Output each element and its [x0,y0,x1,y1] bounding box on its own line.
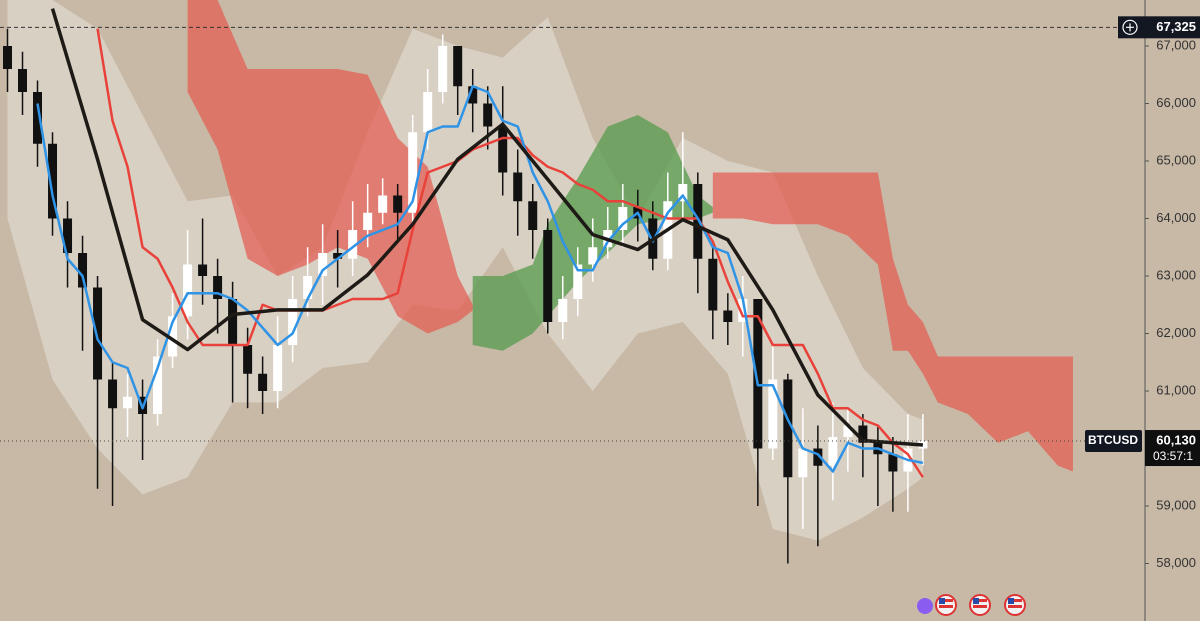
candle-body [108,379,118,409]
crosshair-price-box [1118,16,1200,39]
ichimoku-cloud [187,0,473,334]
add-alert-plus [1126,23,1134,32]
crosshair-price-label: 67,325 [1156,19,1196,34]
price-axis: 58,00059,00060,00061,00062,00063,00064,0… [1085,16,1200,570]
y-tick-label: 58,000 [1156,555,1196,570]
candle-body [888,454,898,472]
last-price-label: 60,130 [1156,432,1196,447]
candle-body [783,379,793,478]
candle-body [378,195,388,213]
candle-body [483,103,493,127]
flag-canton [973,598,979,604]
candle-body [543,230,553,322]
add-alert-button[interactable] [1122,19,1138,35]
indicator-line [36,85,924,473]
candle-body [618,207,628,230]
candle-body [573,264,583,299]
flag-stripe [939,599,953,602]
y-tick-label: 64,000 [1156,210,1196,225]
flag-canton [939,598,945,604]
candle-body [828,437,838,466]
event-icons [917,594,1026,616]
y-tick-label: 63,000 [1156,267,1196,282]
candle-body [153,356,163,414]
candle-body [348,230,358,259]
flag-stripe [973,599,987,602]
candle-body [3,46,13,69]
candle-body [768,379,778,449]
candle-body [198,264,208,276]
candle-body [498,126,508,173]
candle-body [333,253,343,259]
candle-body [243,345,253,374]
ichimoku-cloud [712,172,1073,472]
candle-body [558,299,568,322]
indicator-line [96,28,924,478]
candle-body [423,92,433,133]
flag-stripe [973,605,987,608]
candle-body [183,264,193,317]
candle-body [168,316,178,357]
candle-body [273,345,283,391]
candle-body [288,299,298,345]
y-tick-label: 61,000 [1156,382,1196,397]
candle-body [213,276,223,299]
candle-body [813,448,823,466]
plot-area [0,0,1118,564]
y-tick-label: 62,000 [1156,325,1196,340]
candle-body [528,201,538,230]
candle-body [363,212,373,230]
candle-body [843,425,853,437]
candle-body [63,218,73,253]
candle-body [468,86,478,104]
candle-body [18,69,28,92]
candle-body [408,132,418,213]
candle-body [93,287,103,380]
candle-body [513,172,523,202]
y-tick-label: 59,000 [1156,497,1196,512]
indicator-line [50,8,924,447]
candle-body [708,258,718,311]
candle-body [258,373,268,391]
candle-body [723,310,733,322]
last-price-box [1145,430,1200,467]
y-tick-label: 67,000 [1156,37,1196,52]
candle-body [33,92,43,144]
y-tick-label: 65,000 [1156,152,1196,167]
candle-body [453,46,463,87]
flag-stripe [1008,605,1022,608]
candle-body [738,299,748,322]
symbol-label: BTCUSD [1088,433,1138,447]
flag-stripe [939,605,953,608]
candle-body [48,143,58,219]
envelope-band [7,0,923,541]
event-icon[interactable] [917,598,933,614]
candle-body [753,299,763,449]
countdown-label: 03:57:1 [1153,449,1193,463]
candle-body [123,396,133,409]
y-tick-label: 66,000 [1156,95,1196,110]
candle-body [318,253,328,276]
candle-body [693,184,703,259]
flag-stripe [1008,599,1022,602]
candle-body [393,195,403,213]
candle-body [303,276,313,299]
symbol-box [1085,430,1142,453]
candle-body [678,184,688,202]
candle-body [78,253,88,288]
flag-canton [1008,598,1014,604]
candle-body [798,448,808,478]
candle-body [588,247,598,265]
candle-body [228,299,238,345]
candle-body [438,46,448,92]
candle-body [858,425,868,443]
